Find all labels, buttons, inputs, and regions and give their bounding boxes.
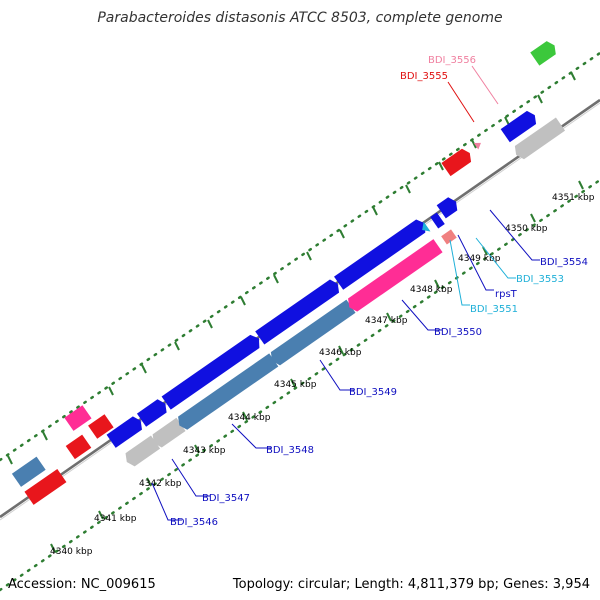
- gene-reverse-3547: [152, 417, 186, 448]
- gene-label-bdi-3550: BDI_3550: [434, 327, 482, 338]
- gene-right-reverse: [514, 117, 566, 160]
- gene-right-forward: [500, 110, 537, 143]
- gene-bdi-3550: [334, 219, 426, 290]
- callout-bdi-3548: [231, 423, 272, 449]
- gene-label-bdi-3556: BDI_3556: [428, 55, 476, 66]
- tick-label: 4342 kbp: [139, 479, 182, 489]
- gene-reverse-3546: [125, 435, 161, 467]
- gene-label-bdi-3555: BDI_3555: [400, 71, 448, 82]
- gene-labels: BDI_3546 BDI_3547 BDI_3548 BDI_3549 BDI_…: [170, 55, 588, 528]
- gene-bdi-3549: [255, 279, 340, 345]
- tick-label: 4350 kbp: [505, 224, 548, 234]
- accession-text: Accession: NC_009615: [8, 577, 156, 592]
- gene-left-magenta: [64, 405, 92, 431]
- gene-label-bdi-3549: BDI_3549: [349, 387, 397, 398]
- gene-bdi-3548: [161, 334, 260, 410]
- gene-reverse-3549: [270, 299, 356, 366]
- label-callouts: [151, 65, 540, 521]
- gene-bdi-3547: [136, 399, 167, 427]
- gene-left-red-2: [65, 434, 92, 460]
- tick-label: 4346 kbp: [319, 348, 362, 358]
- gene-label-bdi-3551: BDI_3551: [470, 304, 518, 315]
- callout-bdi-3553: [475, 237, 516, 279]
- inner-dotted-guide: [0, 178, 600, 592]
- outer-tick-marks: [7, 71, 576, 465]
- tick-label: 4348 kbp: [410, 285, 453, 295]
- gene-left-steel: [11, 456, 46, 487]
- tick-label: 4349 kbp: [458, 254, 501, 264]
- tick-label: 4343 kbp: [183, 446, 226, 456]
- tick-labels: 4340 kbp 4341 kbp 4342 kbp 4343 kbp 4344…: [50, 193, 595, 557]
- map-title: Parabacteroides distasonis ATCC 8503, co…: [97, 10, 502, 26]
- gene-bdi-3551: [422, 221, 431, 232]
- outer-dotted-guide: [0, 51, 600, 462]
- gene-rpst: [430, 212, 445, 229]
- callout-bdi-3549: [319, 359, 354, 391]
- gene-bdi-3546: [106, 416, 142, 448]
- gene-label-bdi-3546: BDI_3546: [170, 517, 218, 528]
- tick-label: 4345 kbp: [274, 380, 317, 390]
- gene-reverse-3548: [178, 353, 279, 430]
- gene-features: [11, 41, 566, 505]
- gene-label-bdi-3553: BDI_3553: [516, 274, 564, 285]
- gene-label-bdi-3547: BDI_3547: [202, 493, 250, 504]
- tick-label: 4351 kbp: [552, 193, 595, 203]
- tick-label: 4340 kbp: [50, 547, 93, 557]
- gene-label-bdi-3554: BDI_3554: [540, 257, 588, 268]
- gene-left-red-3: [24, 468, 67, 505]
- gene-label-rpst: rpsT: [495, 289, 518, 300]
- gene-label-bdi-3548: BDI_3548: [266, 445, 314, 456]
- tick-label: 4347 kbp: [365, 316, 408, 326]
- callout-bdi-3546: [151, 482, 182, 521]
- callout-bdi-3554: [489, 209, 540, 261]
- gene-bdi-3556: [473, 142, 481, 150]
- callout-bdi-3556: [471, 65, 499, 105]
- gene-left-red-1: [88, 414, 114, 439]
- callout-bdi-3550: [401, 299, 442, 331]
- callout-bdi-3555: [447, 81, 475, 123]
- inner-tick-marks: [50, 180, 584, 553]
- tick-label: 4344 kbp: [228, 413, 271, 423]
- tick-label: 4341 kbp: [94, 514, 137, 524]
- callout-bdi-3551: [449, 239, 470, 306]
- callout-bdi-3547: [171, 458, 210, 497]
- gene-reverse-3550: [348, 239, 443, 312]
- gene-bdi-3555: [441, 148, 472, 177]
- genome-stats-text: Topology: circular; Length: 4,811,379 bp…: [232, 577, 590, 592]
- callout-rpst: [457, 234, 494, 291]
- gene-bdi-3554: [436, 197, 458, 219]
- gene-far-right: [530, 41, 556, 66]
- gene-bdi-3553: [441, 229, 457, 245]
